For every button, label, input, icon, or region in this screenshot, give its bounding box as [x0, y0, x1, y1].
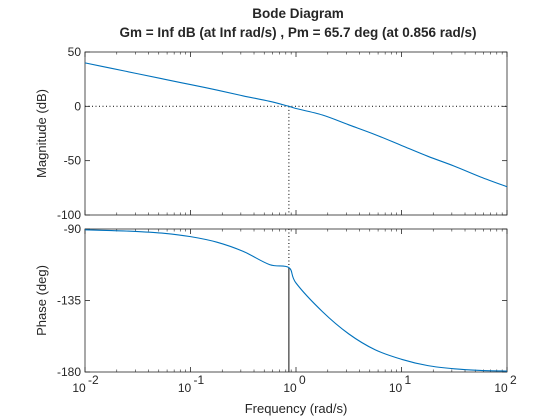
chart-title: Bode Diagram	[252, 6, 344, 21]
magnitude-panel: 50 0 -50 -100 Magnitude (dB)	[34, 45, 508, 222]
x-axis-label: Frequency (rad/s)	[245, 401, 348, 416]
x-tick-label: 10	[178, 381, 192, 395]
x-tick-label: 10	[389, 381, 403, 395]
y-tick-label: 50	[68, 45, 82, 59]
magnitude-series-line	[84, 62, 508, 188]
chart-subtitle: Gm = Inf dB (at Inf rad/s) , Pm = 65.7 d…	[119, 25, 476, 40]
magnitude-ticks: 50 0 -50 -100	[57, 45, 508, 222]
x-tick-label: 10	[494, 381, 508, 395]
y-tick-label: -50	[64, 154, 82, 168]
phase-ticks: -90 -135 -180	[57, 222, 508, 379]
phase-y-axis-label: Phase (deg)	[34, 265, 49, 336]
y-tick-label: -90	[64, 222, 82, 236]
x-tick-exponent: -2	[88, 373, 99, 387]
y-tick-label: 0	[74, 99, 81, 113]
x-tick-exponent: 2	[510, 373, 517, 387]
magnitude-axes-box	[84, 51, 508, 216]
y-tick-label: -135	[57, 294, 81, 308]
phase-axes-box	[84, 228, 508, 373]
x-tick-label: 10	[72, 381, 86, 395]
x-tick-exponent: 1	[405, 373, 412, 387]
phase-series-line	[84, 229, 508, 372]
y-tick-label: -180	[57, 365, 81, 379]
x-tick-exponent: 0	[299, 373, 306, 387]
x-tick-exponent: -1	[194, 373, 205, 387]
magnitude-y-axis-label: Magnitude (dB)	[34, 89, 49, 178]
x-tick-label: 10	[283, 381, 297, 395]
y-tick-label: -100	[57, 208, 81, 222]
phase-panel: -90 -135 -180 Phase (deg)	[34, 222, 508, 379]
